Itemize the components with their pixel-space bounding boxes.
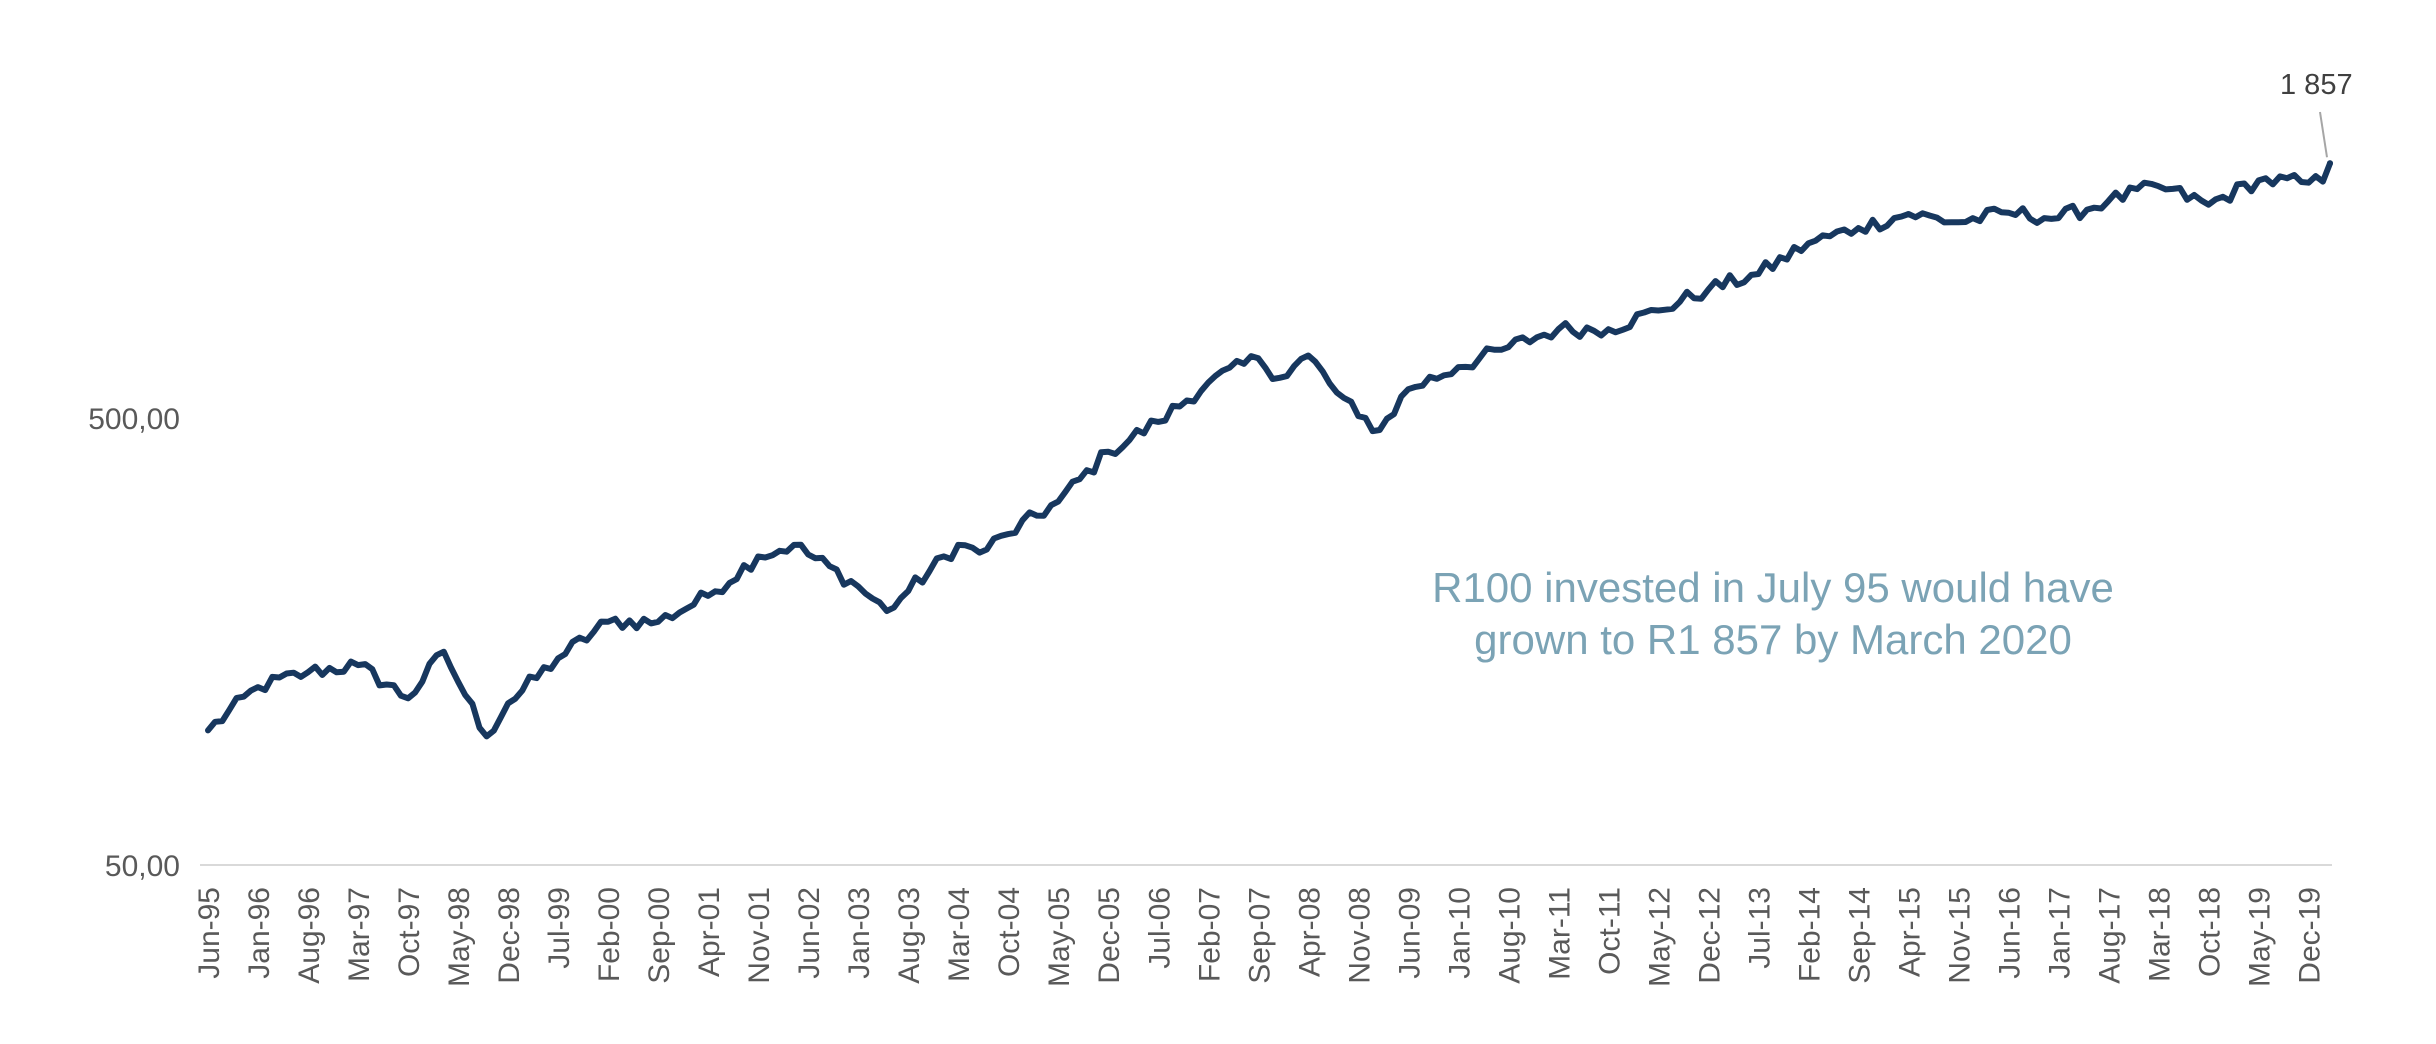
series-line [205,160,2333,740]
x-tick-label: Apr-01 [693,887,726,977]
x-tick-label: Dec-19 [2294,887,2327,984]
x-tick-label: Sep-07 [1243,887,1276,984]
x-tick-label: Mar-04 [943,887,976,982]
x-tick-label: Aug-17 [2094,887,2127,984]
x-tick-label: Nov-01 [743,887,776,984]
x-tick-label: Jan-17 [2043,887,2076,979]
x-tick-label: Jan-03 [843,887,876,979]
x-tick-label: Oct-04 [993,887,1026,977]
x-tick-label: May-05 [1043,887,1076,987]
x-tick-label: Feb-07 [1193,887,1226,982]
x-tick-label: May-98 [443,887,476,987]
x-tick-label: Jan-96 [243,887,276,979]
x-tick-label: Feb-14 [1793,887,1826,982]
y-axis-ticks: 50,00 500,00 [88,403,180,883]
x-tick-label: Sep-00 [643,887,676,984]
x-tick-label: Jul-99 [543,887,576,969]
y-tick-label: 50,00 [105,850,180,883]
x-tick-label: Jul-06 [1143,887,1176,969]
labels: 1 857 R100 invested in July 95 would hav… [1432,69,2352,663]
x-tick-label: Apr-15 [1893,887,1926,977]
x-tick-label: Dec-05 [1093,887,1126,984]
x-tick-label: Nov-08 [1343,887,1376,984]
x-tick-label: Jun-16 [1993,887,2026,979]
x-tick-label: Jan-10 [1443,887,1476,979]
x-tick-label: Jul-13 [1743,887,1776,969]
x-tick-label: Mar-11 [1543,887,1576,980]
end-label-leader [2319,111,2328,158]
end-value-label: 1 857 [2280,69,2353,101]
x-tick-label: Apr-08 [1293,887,1326,977]
x-tick-label: Nov-15 [1943,887,1976,984]
annotation-line-2: grown to R1 857 by March 2020 [1474,616,2072,663]
series-layer [205,111,2333,740]
x-tick-label: Oct-97 [393,887,426,977]
x-tick-label: Jun-09 [1393,887,1426,979]
x-tick-label: Dec-12 [1693,887,1726,984]
end-point-marker [2327,160,2333,167]
y-tick-label: 500,00 [88,403,180,436]
x-tick-label: May-12 [1643,887,1676,987]
x-tick-label: May-19 [2244,887,2277,987]
x-tick-label: Dec-98 [493,887,526,984]
x-tick-label: Mar-18 [2144,887,2177,982]
x-axis-ticks: Jun-95 Jan-96 Aug-96 Mar-97 Oct-97 May-98 Dec-… [193,887,2327,987]
x-tick-label: Oct-18 [2194,887,2227,977]
x-tick-label: Aug-96 [293,887,326,984]
x-tick-label: Feb-00 [593,887,626,982]
x-tick-label: Mar-97 [343,887,376,982]
x-tick-label: Sep-14 [1843,887,1876,984]
x-tick-label: Oct-11 [1593,887,1626,975]
x-tick-label: Jun-95 [193,887,226,979]
x-tick-label: Aug-03 [893,887,926,984]
annotation-line-1: R100 invested in July 95 would have [1432,564,2114,611]
x-tick-label: Jun-02 [793,887,826,979]
x-tick-label: Aug-10 [1493,887,1526,984]
